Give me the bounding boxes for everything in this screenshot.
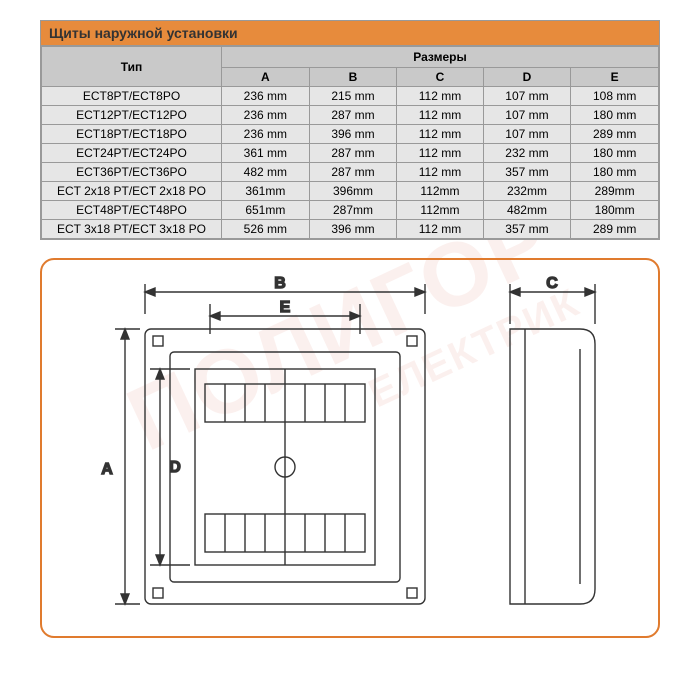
table-row: ECT 2x18 PT/ECT 2x18 PO361mm396mm112mm23… — [42, 182, 659, 201]
cell-A: 236 mm — [222, 106, 310, 125]
cell-E: 180 mm — [571, 163, 659, 182]
cell-D: 107 mm — [483, 125, 571, 144]
table-body: ECT8PT/ECT8PO236 mm215 mm112 mm107 mm108… — [42, 87, 659, 239]
table-row: ECT48PT/ECT48PO651mm287mm112mm482mm180mm — [42, 201, 659, 220]
cell-D: 232 mm — [483, 144, 571, 163]
cell-D: 232mm — [483, 182, 571, 201]
cell-A: 361 mm — [222, 144, 310, 163]
side-view: C — [485, 274, 625, 619]
col-D: D — [483, 68, 571, 87]
cell-B: 287 mm — [309, 144, 397, 163]
cell-type: ECT12PT/ECT12PO — [42, 106, 222, 125]
cell-B: 215 mm — [309, 87, 397, 106]
label-D: D — [169, 459, 181, 476]
col-type: Тип — [42, 47, 222, 87]
cell-B: 287 mm — [309, 106, 397, 125]
cell-E: 180 mm — [571, 106, 659, 125]
cell-E: 108 mm — [571, 87, 659, 106]
cell-E: 289mm — [571, 182, 659, 201]
page-content: Щиты наружной установки Тип Размеры A B … — [0, 0, 700, 658]
label-C: C — [546, 275, 558, 292]
cell-A: 526 mm — [222, 220, 310, 239]
cell-type: ECT36PT/ECT36PO — [42, 163, 222, 182]
cell-E: 180mm — [571, 201, 659, 220]
table-row: ECT8PT/ECT8PO236 mm215 mm112 mm107 mm108… — [42, 87, 659, 106]
col-A: A — [222, 68, 310, 87]
cell-B: 287 mm — [309, 163, 397, 182]
cell-C: 112 mm — [397, 125, 483, 144]
cell-D: 107 mm — [483, 87, 571, 106]
cell-C: 112 mm — [397, 87, 483, 106]
cell-E: 289 mm — [571, 220, 659, 239]
cell-C: 112 mm — [397, 163, 483, 182]
cell-D: 107 mm — [483, 106, 571, 125]
cell-C: 112 mm — [397, 220, 483, 239]
cell-type: ECT 3x18 PT/ECT 3x18 PO — [42, 220, 222, 239]
cell-B: 396 mm — [309, 125, 397, 144]
cell-B: 396mm — [309, 182, 397, 201]
col-C: C — [397, 68, 483, 87]
cell-type: ECT18PT/ECT18PO — [42, 125, 222, 144]
cell-E: 289 mm — [571, 125, 659, 144]
cell-C: 112 mm — [397, 144, 483, 163]
cell-C: 112 mm — [397, 106, 483, 125]
table-row: ECT12PT/ECT12PO236 mm287 mm112 mm107 mm1… — [42, 106, 659, 125]
cell-D: 357 mm — [483, 163, 571, 182]
cell-type: ECT8PT/ECT8PO — [42, 87, 222, 106]
cell-E: 180 mm — [571, 144, 659, 163]
label-A: A — [101, 461, 113, 478]
cell-A: 236 mm — [222, 125, 310, 144]
cell-type: ECT 2x18 PT/ECT 2x18 PO — [42, 182, 222, 201]
table-row: ECT 3x18 PT/ECT 3x18 PO526 mm396 mm112 m… — [42, 220, 659, 239]
table-title: Щиты наружной установки — [41, 21, 659, 46]
spec-table: Тип Размеры A B C D E ECT8PT/ECT8PO236 m… — [41, 46, 659, 239]
label-B: B — [274, 275, 286, 292]
spec-table-container: Щиты наружной установки Тип Размеры A B … — [40, 20, 660, 240]
cell-C: 112mm — [397, 182, 483, 201]
cell-B: 287mm — [309, 201, 397, 220]
table-row: ECT18PT/ECT18PO236 mm396 mm112 mm107 mm2… — [42, 125, 659, 144]
cell-A: 651mm — [222, 201, 310, 220]
cell-type: ECT24PT/ECT24PO — [42, 144, 222, 163]
cell-A: 236 mm — [222, 87, 310, 106]
col-E: E — [571, 68, 659, 87]
cell-type: ECT48PT/ECT48PO — [42, 201, 222, 220]
table-row: ECT24PT/ECT24PO361 mm287 mm112 mm232 mm1… — [42, 144, 659, 163]
table-row: ECT36PT/ECT36PO482 mm287 mm112 mm357 mm1… — [42, 163, 659, 182]
cell-C: 112mm — [397, 201, 483, 220]
cell-A: 482 mm — [222, 163, 310, 182]
cell-A: 361mm — [222, 182, 310, 201]
col-B: B — [309, 68, 397, 87]
label-E: E — [280, 299, 291, 316]
cell-D: 357 mm — [483, 220, 571, 239]
cell-D: 482mm — [483, 201, 571, 220]
front-view: B E — [75, 274, 455, 619]
col-dims: Размеры — [222, 47, 659, 68]
diagram-container: B E — [40, 258, 660, 638]
cell-B: 396 mm — [309, 220, 397, 239]
